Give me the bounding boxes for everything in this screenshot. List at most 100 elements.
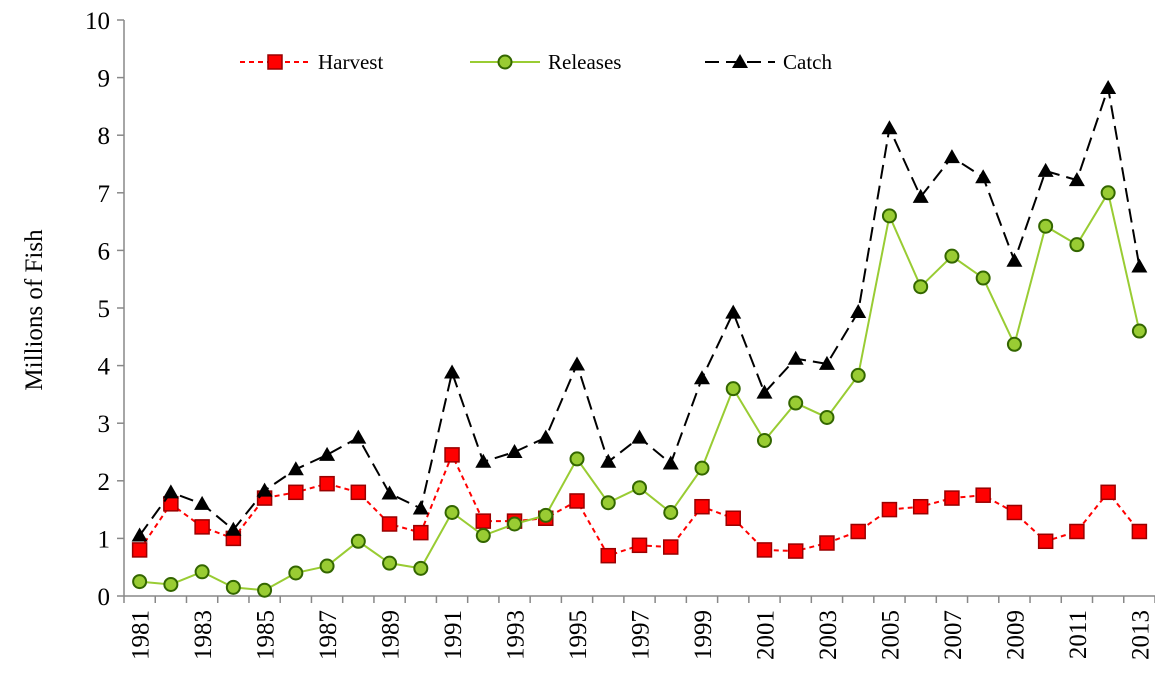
y-axis-label: Millions of Fish [21,229,48,391]
data-point [913,279,929,295]
x-tick-label: 2005 [877,610,904,660]
data-point [257,582,273,598]
data-point [1006,336,1022,352]
x-tick-label: 1995 [565,610,592,660]
series-line [138,87,1141,537]
data-point [475,528,491,544]
data-point [944,490,960,506]
data-point [319,558,335,574]
data-point [288,484,304,501]
data-point [787,350,804,365]
data-point [600,453,617,468]
data-point [444,364,461,379]
data-point [631,537,648,554]
x-tick-label: 1989 [378,610,405,660]
legend-label: Catch [783,50,832,74]
data-point [225,579,241,595]
data-point [631,429,648,444]
data-point [319,475,335,492]
data-point [162,484,179,499]
data-point [569,493,585,509]
data-point [693,370,710,385]
y-tick-label: 10 [85,8,110,35]
data-point [132,574,148,590]
data-point [1006,504,1023,521]
data-point [163,576,179,592]
data-point [350,484,367,501]
data-point [1006,252,1023,267]
data-point [412,500,429,515]
data-point [663,504,679,520]
data-point [819,409,835,425]
x-tick-label: 1983 [190,610,217,660]
data-point [506,444,523,458]
data-point [413,560,429,576]
legend-label: Harvest [318,50,383,74]
data-point [787,543,804,559]
x-tick-label: 1991 [440,610,467,660]
legend-marker [267,54,283,70]
series-line [139,190,1141,592]
data-point [600,495,616,511]
data-point [194,564,210,580]
data-point [1131,323,1147,339]
data-point [600,547,617,564]
x-tick-label: 1999 [690,610,717,660]
data-point [943,149,960,164]
y-tick-label: 3 [98,411,111,438]
x-tick-label: 2009 [1002,610,1029,660]
y-tick-label: 8 [98,123,111,150]
data-point [475,453,492,468]
data-point [694,460,710,476]
data-point [725,304,742,319]
x-tick-label: 1985 [253,610,280,660]
y-tick-label: 9 [98,66,111,93]
y-tick-label: 7 [98,181,111,208]
data-point [756,384,773,399]
y-tick-label: 4 [98,354,111,381]
x-tick-label: 2003 [815,610,842,660]
x-tick-label: 2001 [752,610,779,660]
data-point [944,248,960,264]
data-point [507,516,523,532]
data-point [694,498,710,515]
x-tick-label: 2013 [1127,610,1154,660]
data-point [256,482,273,497]
data-point [850,367,866,383]
data-point [662,455,679,470]
x-tick-label: 1997 [628,610,655,660]
data-point [350,429,367,444]
x-tick-label: 1987 [315,610,342,660]
data-point [881,208,897,224]
data-point [475,513,492,529]
data-point [381,485,398,500]
x-tick-label: 1981 [128,610,155,660]
data-point [288,565,304,581]
data-point [662,539,679,555]
data-point [850,304,867,319]
data-point [725,381,741,397]
data-point [881,501,898,518]
y-tick-label: 6 [98,238,111,265]
data-point [788,395,804,411]
data-point [1038,218,1054,234]
y-tick-label: 2 [98,469,111,496]
data-point [975,487,991,503]
data-point [632,480,647,496]
data-point [818,355,835,370]
y-tick-label: 5 [98,296,111,323]
data-point [1037,533,1054,550]
x-tick-label: 1993 [503,610,530,660]
data-point [537,429,554,444]
data-point [1068,172,1085,187]
data-point [538,507,554,523]
x-tick-label: 2011 [1065,610,1092,659]
data-point [382,555,398,571]
data-point [1069,237,1085,253]
data-point [1069,523,1085,540]
legend-marker [497,54,513,70]
legend-label: Releases [548,50,621,74]
y-tick-label: 1 [98,526,111,553]
data-point [569,356,586,371]
